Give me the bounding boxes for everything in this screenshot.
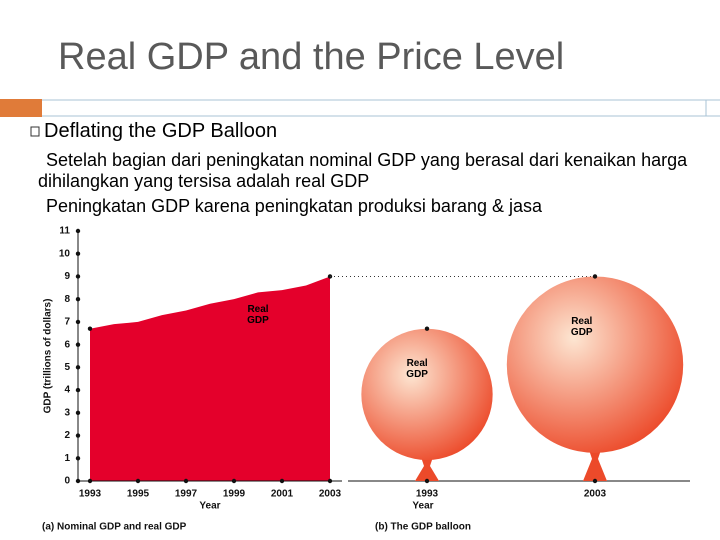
- x-tick-label: 1993: [416, 489, 439, 500]
- annotation: Real GDP: [406, 358, 428, 381]
- y-tick-label: 7: [64, 317, 70, 328]
- annotation: Real GDP: [247, 304, 269, 327]
- x-tick-label: 1997: [175, 489, 198, 500]
- y-tick: [75, 319, 81, 325]
- point: [87, 326, 93, 331]
- caption: (b) The GDP balloon: [375, 522, 471, 533]
- y-tick-label: 5: [64, 362, 70, 373]
- y-tick: [75, 456, 81, 461]
- area: [90, 276, 330, 481]
- y-tick-label: 6: [64, 339, 70, 350]
- x-tick: [183, 478, 189, 484]
- y-tick: [75, 410, 81, 416]
- sub-bullet: Setelah bagian dari peningkatan nominal …: [38, 150, 688, 191]
- x-tick: [135, 478, 141, 484]
- caption: (a) Nominal GDP and real GDP: [42, 522, 187, 533]
- y-tick: [75, 365, 81, 370]
- balloon: [506, 276, 684, 453]
- accent-bar: [0, 99, 42, 117]
- y-tick: [75, 251, 81, 256]
- y-tick-label: 10: [59, 248, 71, 259]
- bullet: Deflating the GDP Balloon: [44, 120, 278, 142]
- x-tick-label: 2003: [319, 489, 342, 500]
- y-tick-label: 1: [64, 453, 70, 464]
- x-tick-label: 1995: [127, 489, 150, 500]
- y-tick: [75, 433, 81, 438]
- y-tick-label: 2: [64, 430, 70, 441]
- y-tick-label: 9: [64, 271, 70, 282]
- x-tick: [231, 478, 237, 484]
- sub-bullet: Peningkatan GDP karena peningkatan produ…: [46, 196, 543, 216]
- x-tick: [87, 478, 93, 484]
- y-tick-label: 0: [64, 476, 70, 487]
- x-axis-label: Year: [412, 501, 433, 512]
- balloon-neck: [415, 457, 439, 481]
- y-tick: [75, 342, 81, 347]
- x-tick: [592, 478, 598, 484]
- y-tick-label: 3: [64, 407, 70, 418]
- bullet-icon: [30, 126, 40, 137]
- y-tick-label: 4: [64, 385, 70, 396]
- y-tick: [75, 274, 81, 279]
- x-axis-label: Year: [199, 501, 220, 512]
- annotation: Real GDP: [570, 316, 593, 339]
- y-tick-label: 11: [59, 226, 70, 237]
- x-tick: [279, 478, 285, 484]
- y-axis-label: GDP (trillions of dollars): [43, 299, 54, 414]
- balloon-top: [592, 274, 598, 279]
- x-tick: [424, 478, 430, 484]
- y-tick-label: 8: [64, 294, 70, 305]
- balloon-top: [424, 326, 430, 331]
- y-tick: [75, 296, 81, 302]
- balloon: [361, 328, 493, 461]
- y-tick: [75, 228, 81, 234]
- y-tick: [75, 387, 81, 393]
- balloon-neck: [583, 449, 607, 481]
- x-tick-label: 1999: [223, 489, 246, 500]
- x-tick-label: 1993: [79, 489, 102, 500]
- x-tick-label: 2001: [271, 489, 294, 500]
- y-tick: [75, 478, 81, 484]
- x-tick: [327, 478, 333, 484]
- slide-title: Real GDP and the Price Level: [58, 36, 565, 78]
- x-tick-label: 2003: [584, 489, 607, 500]
